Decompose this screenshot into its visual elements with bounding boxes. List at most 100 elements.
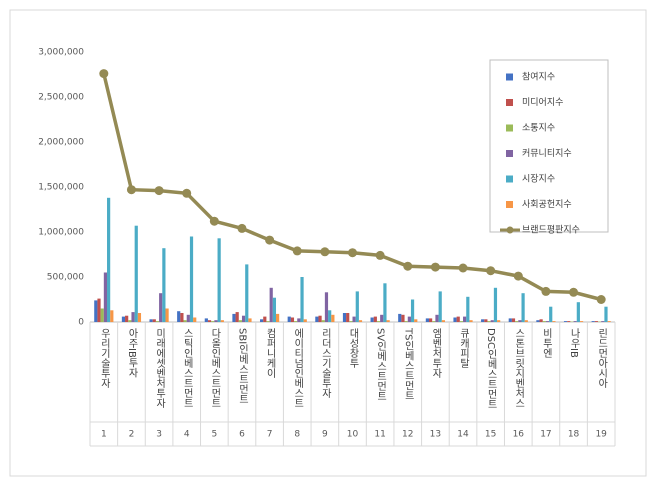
- bar: [591, 321, 595, 322]
- bar: [380, 314, 384, 322]
- x-category-number: 11: [374, 430, 385, 440]
- x-category-number: 9: [322, 430, 328, 440]
- x-category-label: 스톤브릿지벤처스: [513, 328, 525, 408]
- bar: [180, 313, 184, 322]
- legend-label: 미디어지수: [522, 97, 563, 108]
- bar: [469, 320, 473, 322]
- bar: [137, 313, 142, 322]
- bar: [453, 317, 457, 322]
- line-marker: [403, 261, 413, 271]
- bar: [100, 308, 104, 322]
- y-tick-label: 1,000,000: [38, 228, 84, 238]
- legend-swatch: [506, 150, 513, 157]
- x-category-number: 14: [457, 430, 469, 440]
- x-category-label: 큐캐피탈: [458, 328, 470, 368]
- x-category-number: 4: [184, 430, 190, 440]
- bar: [383, 283, 387, 322]
- bar: [414, 319, 418, 322]
- bar: [134, 225, 138, 322]
- bar: [435, 314, 439, 322]
- line-marker: [348, 248, 357, 258]
- bar: [552, 321, 556, 322]
- bar: [410, 299, 415, 322]
- line-marker: [320, 247, 330, 257]
- legend-swatch: [506, 201, 513, 208]
- x-category-label: 우리기술투자: [98, 328, 110, 389]
- bar: [189, 236, 194, 322]
- bar: [508, 318, 512, 322]
- bar: [260, 319, 264, 322]
- bar: [245, 264, 249, 322]
- bar: [594, 321, 598, 322]
- bar: [376, 321, 381, 322]
- line-marker: [99, 69, 109, 79]
- bar: [238, 320, 242, 322]
- legend-swatch: [506, 99, 513, 106]
- x-category-label: TS인베스트먼트: [402, 327, 414, 400]
- x-category-number: 6: [239, 430, 245, 440]
- legend-label: 커뮤니티지수: [522, 148, 572, 159]
- bar: [398, 313, 402, 322]
- bar: [487, 321, 491, 322]
- bar: [276, 313, 280, 322]
- legend-swatch: [506, 175, 513, 183]
- bar: [545, 321, 550, 322]
- line-marker: [375, 250, 385, 260]
- bar: [162, 248, 166, 322]
- bar: [456, 316, 460, 322]
- bar: [536, 320, 540, 322]
- bar: [193, 317, 197, 322]
- bar: [287, 316, 291, 322]
- line-marker: [513, 271, 523, 281]
- bar: [155, 321, 160, 322]
- x-category-label: 엠벤처투자: [430, 328, 442, 379]
- bar: [235, 312, 239, 322]
- x-category-number: 18: [568, 430, 580, 440]
- bar: [324, 292, 329, 322]
- bar: [342, 313, 347, 322]
- legend-label: 사회공헌지수: [522, 199, 572, 210]
- line-marker: [154, 186, 164, 196]
- x-category-number: 5: [211, 430, 217, 440]
- y-tick-label: 2,500,000: [38, 93, 84, 103]
- bar: [493, 287, 498, 322]
- bar: [263, 316, 267, 322]
- bar: [328, 310, 332, 322]
- y-tick-label: 3,000,000: [38, 48, 84, 58]
- bar: [110, 310, 114, 322]
- bar: [518, 320, 522, 322]
- line-marker: [237, 223, 247, 233]
- x-category-number: 12: [402, 430, 413, 440]
- bar: [573, 321, 577, 322]
- bar: [131, 312, 135, 322]
- bar: [370, 317, 374, 322]
- bar: [521, 293, 525, 322]
- bar: [549, 306, 553, 322]
- y-tick-label: 1,500,000: [38, 183, 84, 193]
- bar: [272, 297, 277, 322]
- bar: [428, 318, 433, 322]
- bar: [211, 321, 215, 322]
- bar: [481, 319, 485, 322]
- line-marker: [126, 185, 136, 195]
- bar: [466, 296, 470, 322]
- x-category-number: 8: [294, 430, 300, 440]
- bar: [318, 315, 322, 322]
- bar: [103, 272, 108, 322]
- bar: [300, 277, 304, 322]
- x-category-number: 15: [485, 430, 496, 440]
- bar: [459, 321, 464, 322]
- legend-label: 시장지수: [522, 174, 555, 185]
- bar: [515, 321, 519, 322]
- bar: [497, 320, 501, 322]
- bar: [352, 316, 356, 322]
- x-category-number: 7: [267, 430, 273, 440]
- bar: [269, 287, 273, 322]
- bar: [159, 293, 163, 322]
- bar: [407, 316, 411, 322]
- legend-label: 브랜드평판지수: [522, 225, 580, 236]
- bar: [121, 316, 126, 322]
- line-marker: [486, 266, 496, 276]
- bar: [524, 320, 528, 322]
- x-category-number: 1: [101, 430, 107, 440]
